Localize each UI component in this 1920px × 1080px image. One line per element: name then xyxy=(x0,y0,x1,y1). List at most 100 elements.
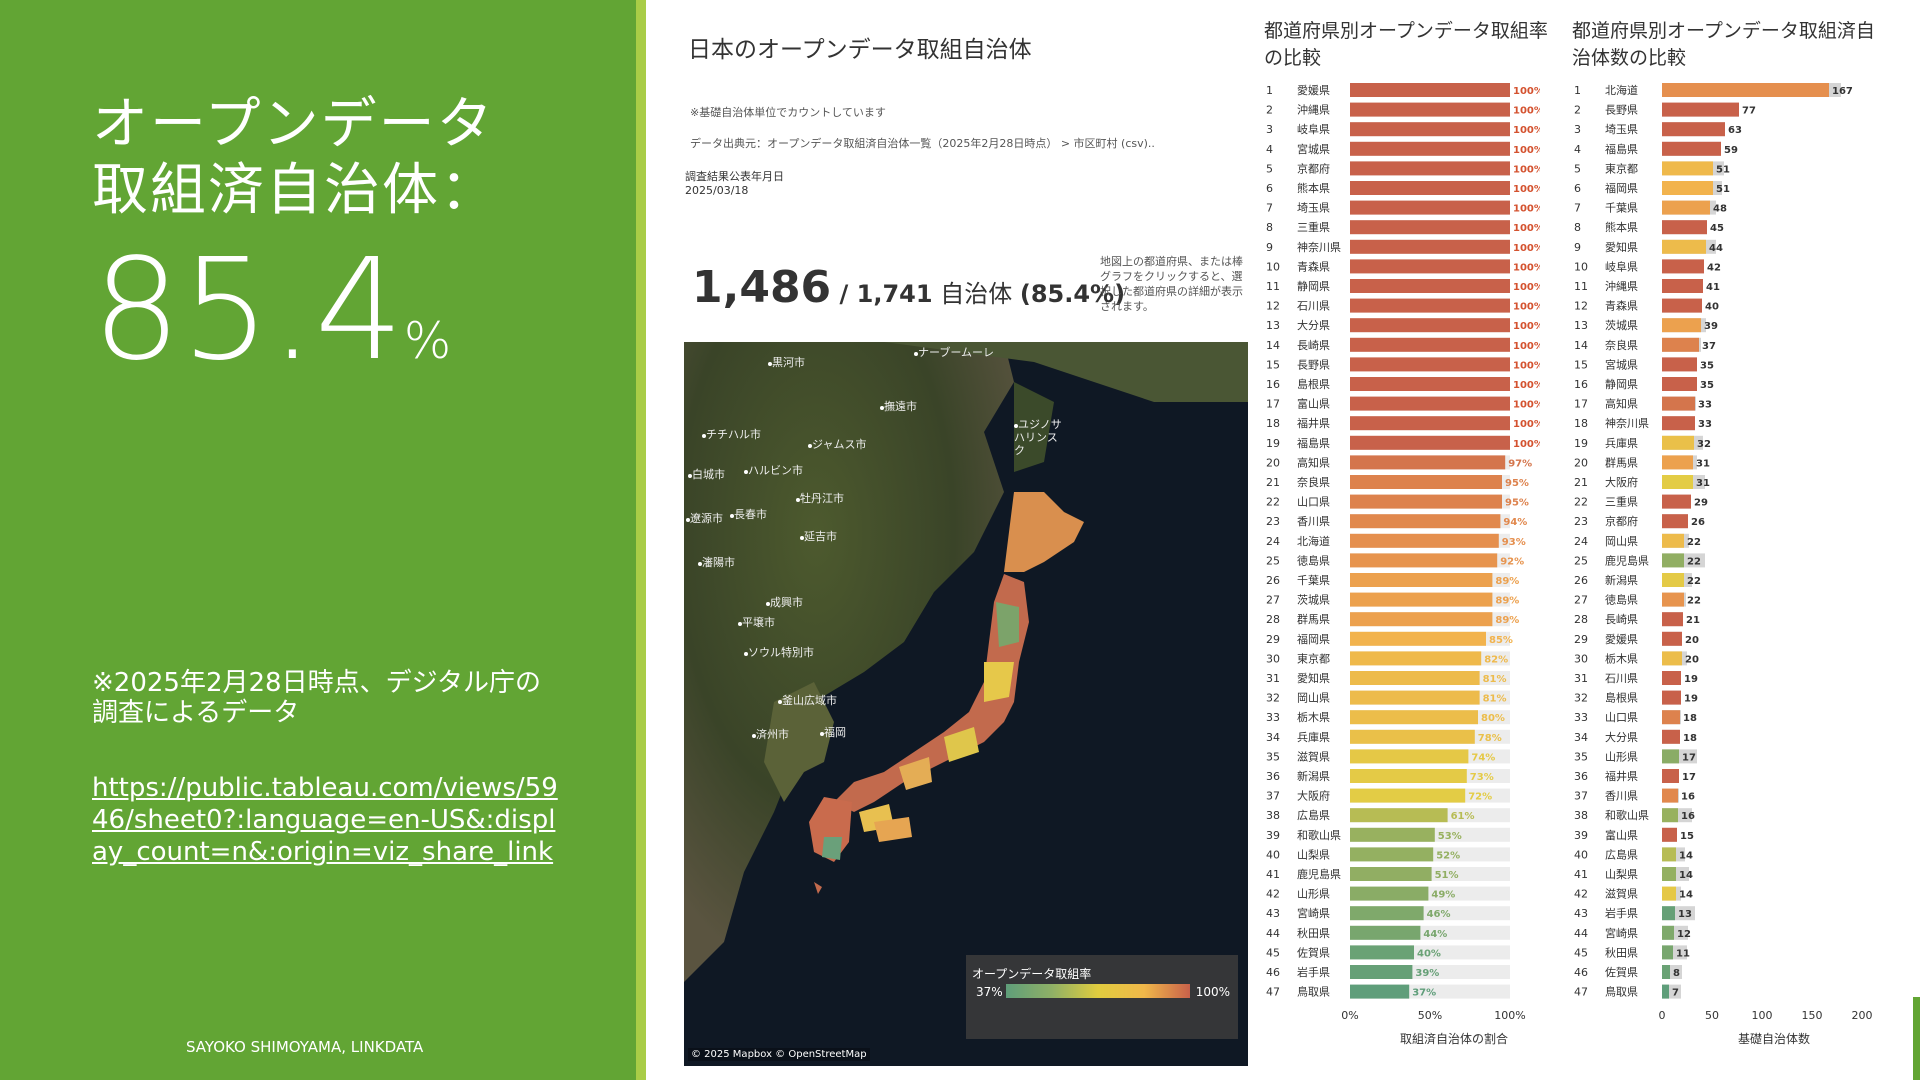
bar[interactable] xyxy=(1350,435,1510,450)
source-link[interactable]: https://public.tableau.com/views/5946/sh… xyxy=(92,773,558,867)
bar[interactable] xyxy=(1662,769,1679,783)
bar[interactable] xyxy=(1350,220,1510,235)
bar[interactable] xyxy=(1662,396,1695,411)
bar[interactable] xyxy=(1662,494,1691,509)
map-shikoku[interactable] xyxy=(874,817,912,842)
bar[interactable] xyxy=(1662,847,1676,862)
bar[interactable] xyxy=(1350,827,1435,842)
bar[interactable] xyxy=(1662,573,1684,587)
bar[interactable] xyxy=(1662,318,1701,333)
bar[interactable] xyxy=(1350,181,1510,195)
bar[interactable] xyxy=(1662,161,1713,176)
bar[interactable] xyxy=(1662,965,1670,979)
bar[interactable] xyxy=(1350,514,1501,529)
bar[interactable] xyxy=(1350,494,1502,509)
bar[interactable] xyxy=(1350,710,1478,725)
bar[interactable] xyxy=(1662,553,1684,568)
bar[interactable] xyxy=(1350,357,1510,372)
bar[interactable] xyxy=(1662,298,1702,313)
map-copyright[interactable]: © 2025 Mapbox © OpenStreetMap xyxy=(688,1048,870,1061)
bar[interactable] xyxy=(1662,102,1739,117)
data-source[interactable]: データ出典元：オープンデータ取組済自治体一覧（2025年2月28日時点） > 市… xyxy=(690,137,1155,150)
bar[interactable] xyxy=(1662,631,1682,646)
bar[interactable] xyxy=(1350,141,1510,156)
bar[interactable] xyxy=(1350,102,1510,117)
bar[interactable] xyxy=(1662,827,1677,842)
bar[interactable] xyxy=(1662,925,1674,940)
bar[interactable] xyxy=(1350,651,1482,666)
bar[interactable] xyxy=(1662,514,1688,529)
bar[interactable] xyxy=(1350,455,1506,470)
bar[interactable] xyxy=(1350,925,1421,940)
bar[interactable] xyxy=(1350,337,1510,352)
bar[interactable] xyxy=(1350,83,1510,97)
map-graphic[interactable] xyxy=(684,342,1248,1066)
bar[interactable] xyxy=(1662,416,1695,431)
bar[interactable] xyxy=(1350,122,1510,137)
bar[interactable] xyxy=(1662,612,1683,627)
bar[interactable] xyxy=(1350,867,1432,881)
bar[interactable] xyxy=(1662,377,1697,391)
bar[interactable] xyxy=(1662,867,1676,881)
bar[interactable] xyxy=(1662,984,1669,999)
bar[interactable] xyxy=(1662,906,1675,921)
bar[interactable] xyxy=(1662,651,1682,666)
bar[interactable] xyxy=(1662,729,1680,744)
bar[interactable] xyxy=(1350,729,1475,744)
bar[interactable] xyxy=(1350,573,1493,587)
bar[interactable] xyxy=(1662,710,1680,725)
bar[interactable] xyxy=(1662,337,1699,352)
bar[interactable] xyxy=(1350,631,1486,646)
bar[interactable] xyxy=(1662,83,1829,97)
map-hokkaido[interactable] xyxy=(1004,492,1084,572)
bar[interactable] xyxy=(1662,220,1707,235)
bar[interactable] xyxy=(1350,808,1448,823)
bar[interactable] xyxy=(1662,690,1681,705)
bar[interactable] xyxy=(1350,279,1510,293)
bar[interactable] xyxy=(1350,906,1424,921)
bar[interactable] xyxy=(1350,475,1502,489)
bar[interactable] xyxy=(1350,396,1510,411)
bar[interactable] xyxy=(1350,671,1480,685)
bar[interactable] xyxy=(1662,435,1694,450)
bar[interactable] xyxy=(1662,259,1704,274)
bar[interactable] xyxy=(1662,181,1713,195)
bar[interactable] xyxy=(1662,122,1725,137)
bar[interactable] xyxy=(1662,749,1679,764)
bar[interactable] xyxy=(1350,377,1510,391)
bar[interactable] xyxy=(1662,200,1710,215)
bar[interactable] xyxy=(1662,945,1673,960)
bar[interactable] xyxy=(1350,945,1414,960)
bar[interactable] xyxy=(1662,592,1684,607)
bar[interactable] xyxy=(1350,553,1498,568)
bar[interactable] xyxy=(1350,769,1467,783)
bar[interactable] xyxy=(1662,475,1693,489)
bar[interactable] xyxy=(1662,533,1684,548)
bar[interactable] xyxy=(1350,259,1510,274)
bar[interactable] xyxy=(1350,690,1480,705)
bar[interactable] xyxy=(1350,298,1510,313)
bar[interactable] xyxy=(1350,847,1434,862)
bar[interactable] xyxy=(1662,808,1678,823)
bar[interactable] xyxy=(1350,318,1510,333)
bar[interactable] xyxy=(1350,239,1510,254)
map-kyushu[interactable] xyxy=(809,797,852,862)
bar[interactable] xyxy=(1662,886,1676,901)
bar[interactable] xyxy=(1350,612,1493,627)
bar[interactable] xyxy=(1662,357,1697,372)
bar[interactable] xyxy=(1350,200,1510,215)
bar[interactable] xyxy=(1350,788,1466,803)
bar[interactable] xyxy=(1662,788,1678,803)
bar[interactable] xyxy=(1350,416,1510,431)
bar[interactable] xyxy=(1662,671,1681,685)
bar[interactable] xyxy=(1350,161,1510,176)
bar[interactable] xyxy=(1350,749,1469,764)
bar[interactable] xyxy=(1662,141,1721,156)
bar[interactable] xyxy=(1662,455,1693,470)
rate-chart-svg[interactable]: 1愛媛県100%2沖縄県100%3岐阜県100%4宮城県100%5京都府100%… xyxy=(1260,78,1540,1038)
bar[interactable] xyxy=(1350,965,1413,979)
bar[interactable] xyxy=(1350,886,1429,901)
bar[interactable] xyxy=(1662,279,1703,293)
bar[interactable] xyxy=(1350,984,1410,999)
